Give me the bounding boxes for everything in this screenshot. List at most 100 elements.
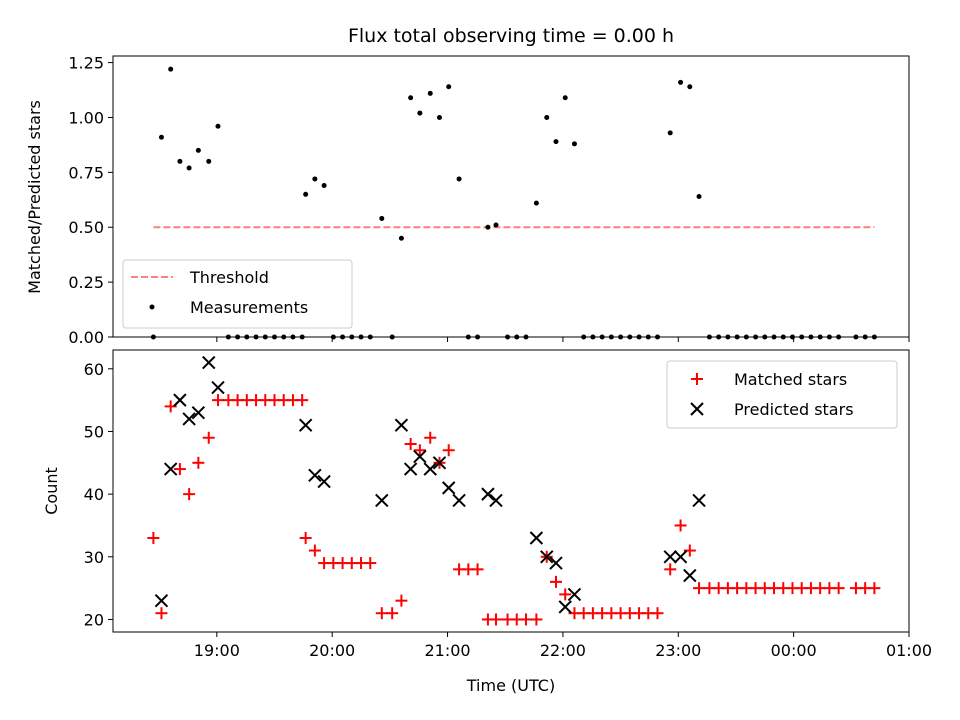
matched-star-point — [299, 532, 312, 544]
legend-matched-marker — [691, 373, 703, 385]
predicted-star-point — [308, 468, 322, 483]
matched-star-point — [183, 488, 196, 501]
count-x-ticks: 19:00 20:00 21:00 22:00 23:00 00:00 01:00 — [194, 632, 932, 660]
predicted-star-point — [663, 550, 677, 564]
predicted-star-point — [529, 531, 544, 545]
legend-measurements-label: Measurements — [190, 298, 308, 317]
matched-star-point — [192, 456, 205, 469]
matched-star-point — [530, 613, 543, 626]
measurement-point — [696, 194, 702, 199]
legend-predicted-label: Predicted stars — [734, 400, 854, 419]
matched-star-point — [296, 394, 309, 407]
predicted-star-point — [173, 393, 187, 407]
measurement-point — [303, 191, 309, 197]
predicted-star-point — [191, 405, 206, 420]
count-panel: 20 30 40 50 60 19:00 20:00 21:00 22:00 23:00 00:0… — [42, 349, 932, 695]
matched-star-point — [674, 519, 687, 532]
measurement-point — [667, 130, 673, 136]
measurement-point — [533, 200, 539, 206]
matched-star-point — [549, 575, 562, 588]
matched-star-point — [155, 607, 168, 620]
count-y-tick-label: 40 — [84, 485, 104, 504]
measurement-point — [687, 84, 693, 90]
predicted-star-point — [163, 462, 178, 476]
measurement-point — [436, 114, 442, 120]
ratio-axes-frame — [112, 55, 910, 338]
matched-star-point — [375, 607, 388, 620]
ratio-legend: Threshold Measurements — [122, 259, 353, 329]
matched-star-point — [651, 607, 664, 620]
ratio-y-axis-label: Matched/Predicted stars — [25, 100, 44, 294]
count-legend: Matched stars Predicted stars — [666, 360, 898, 429]
ratio-y-tick-label: 0.00 — [68, 328, 104, 347]
count-y-tick-label: 30 — [84, 548, 104, 567]
measurement-point — [168, 66, 174, 72]
matched-star-point — [559, 588, 572, 601]
matched-star-point — [404, 438, 417, 450]
measurement-point — [177, 158, 183, 164]
matched-star-point — [211, 394, 224, 407]
count-axes-frame — [112, 349, 910, 633]
predicted-star-point — [413, 449, 427, 464]
ratio-y-ticks: 0.00 0.25 0.50 0.75 1.00 1.25 — [68, 54, 113, 347]
legend-matched-label: Matched stars — [734, 370, 847, 389]
predicted-star-point — [489, 493, 503, 508]
matched-star-point — [868, 582, 881, 595]
measurement-point — [195, 147, 201, 153]
measurement-point — [215, 123, 221, 129]
matched-star-point — [424, 431, 437, 444]
measurement-point — [571, 141, 577, 147]
predicted-star-point — [481, 487, 495, 501]
predicted-star-point — [540, 550, 554, 564]
measurement-point — [446, 84, 452, 90]
matched-star-point — [413, 444, 426, 457]
measurement-point — [312, 176, 318, 182]
legend-measurements-marker — [149, 304, 155, 310]
ratio-panel: Flux total observing time = 0.00 h 0.000… — [25, 25, 910, 347]
measurement-point — [321, 183, 327, 189]
ratio-y-tick-label: 1.00 — [68, 108, 104, 127]
matched-star-point — [519, 613, 532, 626]
matched-star-point — [693, 582, 706, 595]
predicted-star-point — [683, 568, 697, 583]
predicted-star-point — [182, 412, 196, 426]
matched-star-point — [442, 444, 455, 457]
measurement-point — [544, 114, 550, 120]
ratio-legend-box — [122, 259, 353, 329]
x-tick-label: 21:00 — [424, 641, 470, 660]
measurement-point — [186, 165, 192, 171]
matched-star-point — [664, 563, 677, 576]
count-y-ticks: 20 30 40 50 60 — [84, 360, 113, 629]
measurement-point — [553, 139, 559, 145]
measurement-point — [493, 222, 499, 228]
x-tick-label: 00:00 — [771, 641, 817, 660]
ratio-y-tick-label: 1.25 — [68, 54, 104, 73]
x-tick-label: 23:00 — [655, 641, 701, 660]
predicted-star-point — [211, 380, 225, 395]
measurement-point — [408, 95, 414, 101]
measurement-point — [398, 235, 404, 241]
predicted-star-point — [549, 556, 563, 570]
predicted-star-point — [432, 456, 447, 470]
ratio-y-tick-label: 0.25 — [68, 273, 104, 292]
x-axis-label: Time (UTC) — [466, 676, 555, 695]
matched-star-point — [471, 563, 484, 576]
predicted-star-point — [403, 462, 418, 476]
matched-star-point — [147, 532, 160, 544]
predicted-star-point — [441, 481, 456, 495]
measurement-point — [485, 224, 491, 230]
predicted-star-point — [423, 462, 437, 476]
count-legend-box — [666, 360, 898, 429]
measurement-point — [417, 110, 423, 116]
ratio-x-ticks — [216, 337, 910, 342]
predicted-star-point — [375, 493, 389, 508]
predicted-star-point — [394, 418, 409, 432]
count-y-tick-label: 50 — [84, 422, 104, 441]
measurement-point — [562, 95, 568, 101]
matched-star-point — [202, 431, 215, 444]
ratio-y-tick-label: 0.75 — [68, 163, 104, 182]
matched-star-point — [832, 582, 845, 595]
ratio-y-tick-label: 0.50 — [68, 218, 104, 237]
chart-title: Flux total observing time = 0.00 h — [348, 25, 674, 47]
